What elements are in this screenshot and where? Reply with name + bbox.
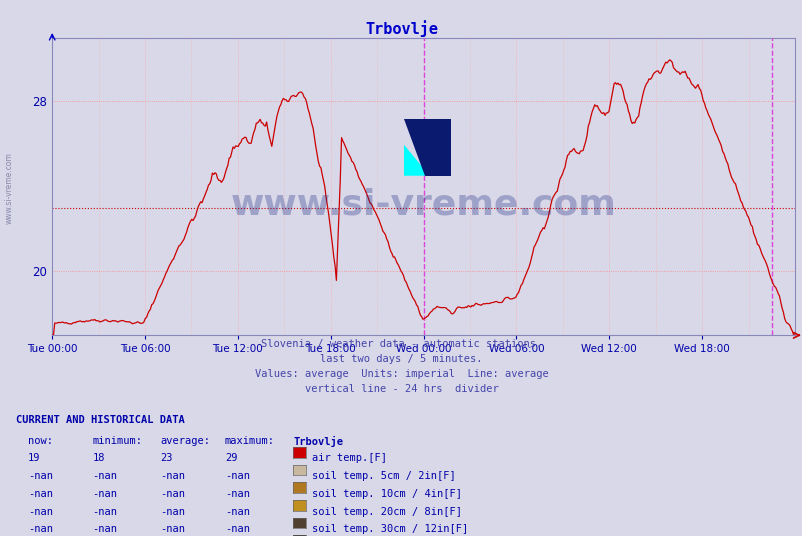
Text: -nan: -nan: [160, 507, 185, 517]
Text: -nan: -nan: [160, 489, 185, 499]
Text: -nan: -nan: [28, 489, 53, 499]
Text: 29: 29: [225, 453, 237, 464]
Text: -nan: -nan: [92, 524, 117, 534]
Text: 19: 19: [28, 453, 41, 464]
Text: www.si-vreme.com: www.si-vreme.com: [230, 187, 616, 221]
Polygon shape: [403, 120, 450, 176]
Text: soil temp. 20cm / 8in[F]: soil temp. 20cm / 8in[F]: [312, 507, 462, 517]
Text: soil temp. 10cm / 4in[F]: soil temp. 10cm / 4in[F]: [312, 489, 462, 499]
Text: maximum:: maximum:: [225, 436, 274, 446]
Text: -nan: -nan: [160, 471, 185, 481]
Text: Values: average  Units: imperial  Line: average: Values: average Units: imperial Line: av…: [254, 369, 548, 379]
Text: average:: average:: [160, 436, 210, 446]
Text: -nan: -nan: [28, 471, 53, 481]
Text: -nan: -nan: [92, 471, 117, 481]
Text: -nan: -nan: [225, 524, 249, 534]
Text: Trbovlje: Trbovlje: [293, 436, 342, 447]
Text: -nan: -nan: [225, 471, 249, 481]
Text: CURRENT AND HISTORICAL DATA: CURRENT AND HISTORICAL DATA: [16, 415, 184, 426]
Polygon shape: [403, 145, 429, 176]
Text: Trbovlje: Trbovlje: [365, 20, 437, 37]
Text: -nan: -nan: [92, 489, 117, 499]
Text: last two days / 5 minutes.: last two days / 5 minutes.: [320, 354, 482, 364]
Text: air temp.[F]: air temp.[F]: [312, 453, 387, 464]
Text: 23: 23: [160, 453, 173, 464]
Text: www.si-vreme.com: www.si-vreme.com: [5, 152, 14, 224]
Text: -nan: -nan: [160, 524, 185, 534]
Text: soil temp. 5cm / 2in[F]: soil temp. 5cm / 2in[F]: [312, 471, 456, 481]
Text: 18: 18: [92, 453, 105, 464]
Text: -nan: -nan: [225, 507, 249, 517]
Text: Slovenia / weather data - automatic stations.: Slovenia / weather data - automatic stat…: [261, 339, 541, 349]
Text: -nan: -nan: [225, 489, 249, 499]
Text: -nan: -nan: [28, 507, 53, 517]
Text: -nan: -nan: [92, 507, 117, 517]
Text: vertical line - 24 hrs  divider: vertical line - 24 hrs divider: [304, 384, 498, 394]
Text: -nan: -nan: [28, 524, 53, 534]
Text: minimum:: minimum:: [92, 436, 142, 446]
Text: soil temp. 30cm / 12in[F]: soil temp. 30cm / 12in[F]: [312, 524, 468, 534]
Text: now:: now:: [28, 436, 53, 446]
